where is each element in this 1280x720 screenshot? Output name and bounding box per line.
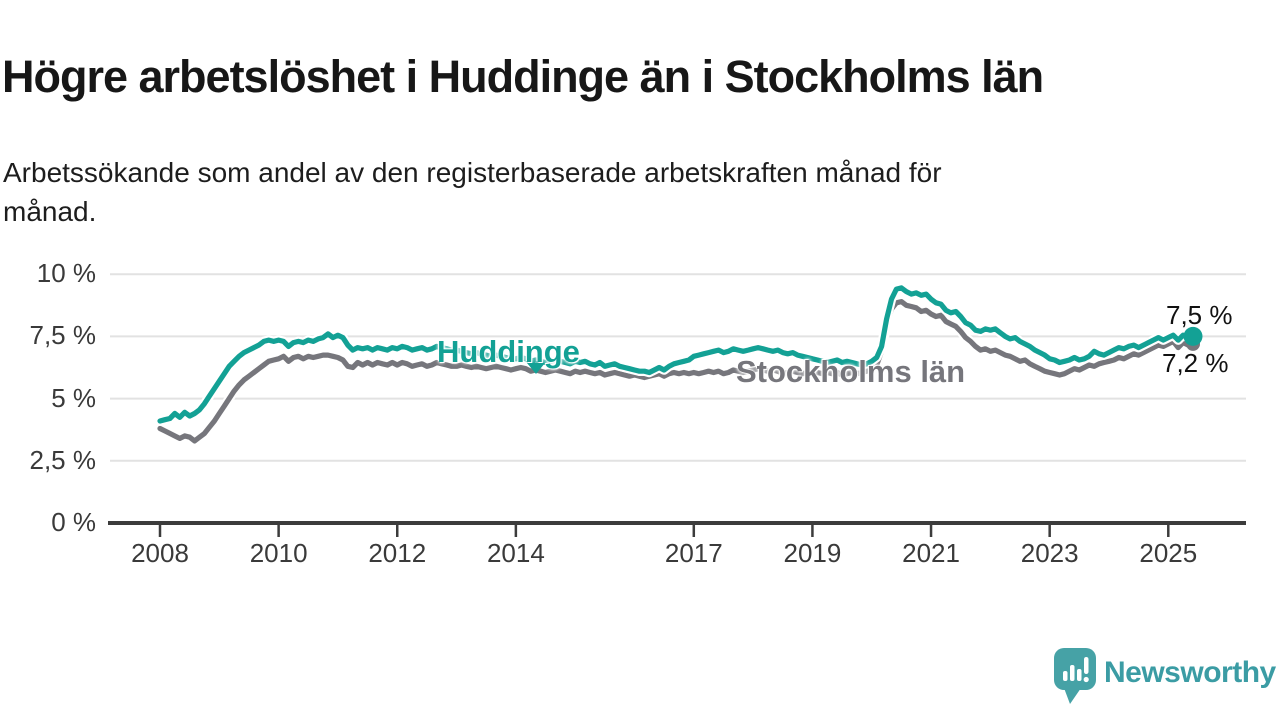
x-tick-label: 2025	[1139, 538, 1198, 568]
huddinge-label-pointer-icon	[527, 363, 545, 374]
x-tick-label: 2014	[486, 538, 545, 568]
x-tick-label: 2010	[249, 538, 308, 568]
huddinge-line	[157, 285, 1196, 424]
newsworthy-logo-text: Newsworthy	[1104, 656, 1276, 689]
x-tick-label: 2023	[1020, 538, 1079, 568]
end-value-label-stockholms-lan: 7,2 %	[1162, 348, 1229, 378]
y-tick-label: 2,5 %	[29, 444, 97, 475]
x-tick-label: 2017	[664, 538, 723, 568]
chart-subtitle: Arbetssökande som andel av den registerb…	[3, 157, 942, 227]
chart-title: Högre arbetslöshet i Huddinge än i Stock…	[2, 51, 1044, 103]
end-point-dot	[1183, 326, 1203, 346]
newsworthy-logo-icon	[1054, 648, 1096, 704]
y-tick-label: 0 %	[51, 507, 96, 537]
series-label-huddinge: Huddinge	[437, 334, 580, 369]
x-tick-label: 2012	[368, 538, 427, 568]
x-tick-label: 2021	[902, 538, 960, 568]
y-tick-label: 5 %	[51, 382, 96, 413]
newsworthy-logo: Newsworthy	[1054, 648, 1280, 708]
x-tick-label: 2019	[783, 538, 842, 568]
y-tick-label: 10 %	[36, 258, 96, 289]
y-tick-label: 7,5 %	[29, 320, 97, 351]
stockholms-l-n-line	[157, 299, 1196, 444]
end-value-label-huddinge: 7,5 %	[1166, 300, 1233, 330]
series-label-stockholms-lan: Stockholms län	[736, 354, 966, 389]
x-tick-label: 2008	[131, 538, 189, 568]
